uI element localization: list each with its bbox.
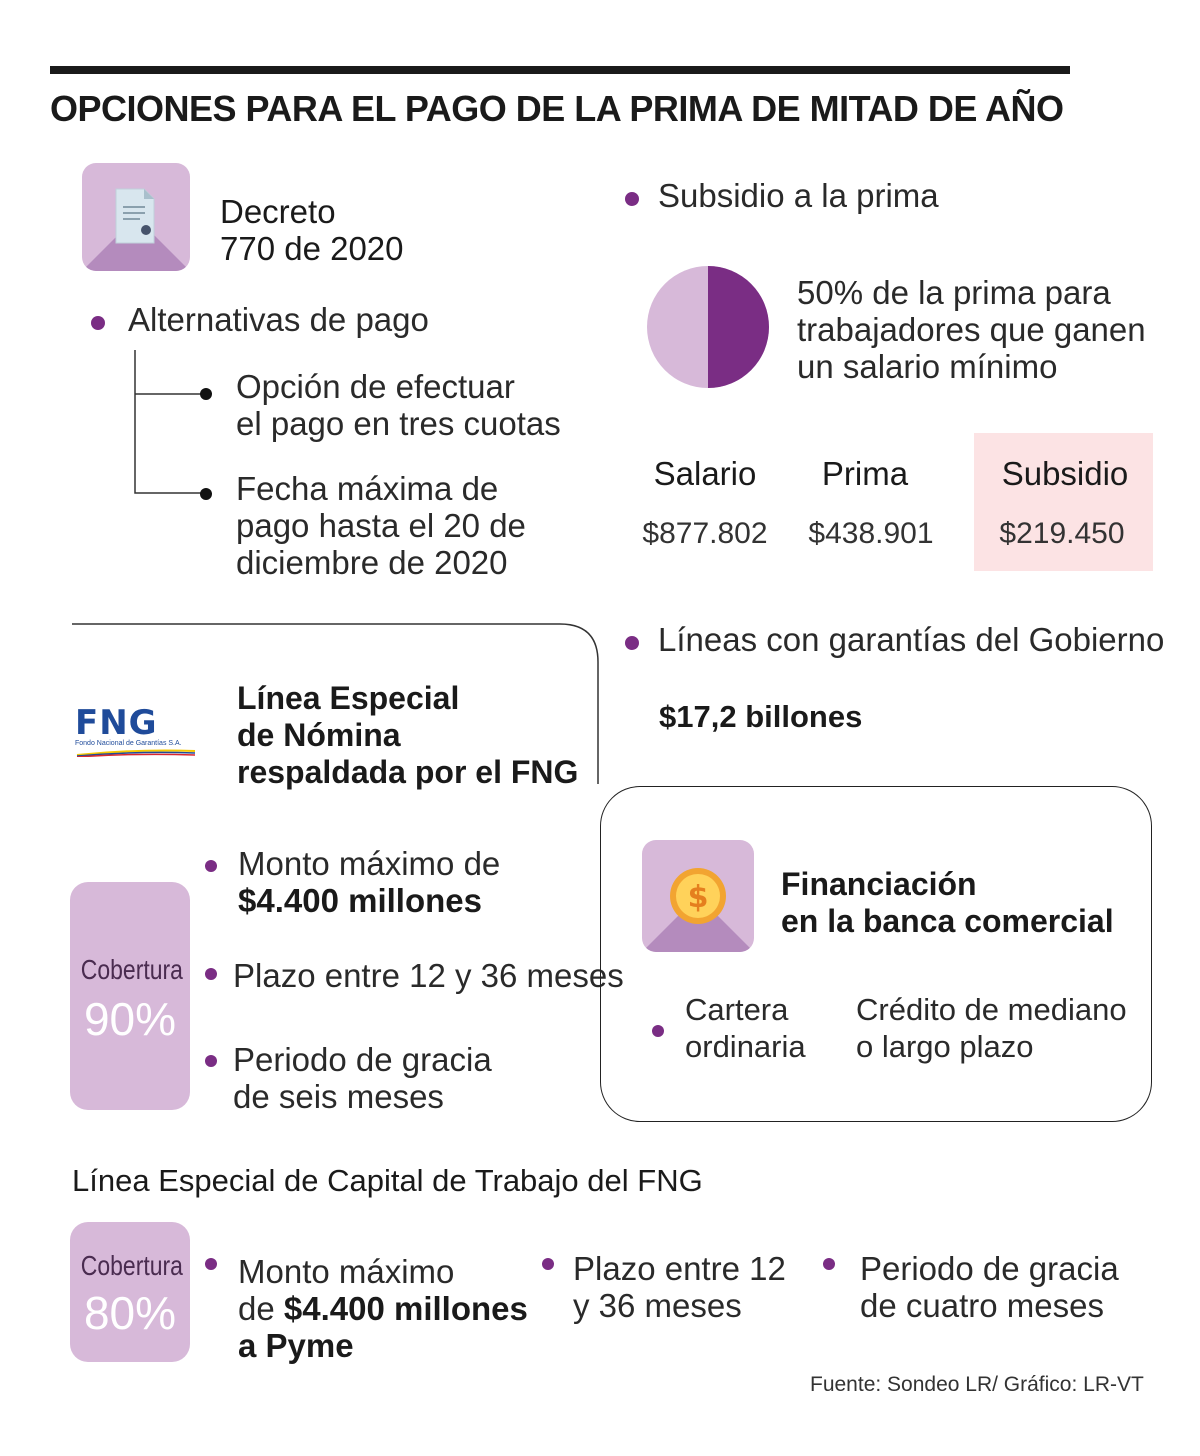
alternativas-label: Alternativas de pago <box>128 301 429 338</box>
bullet-dot <box>205 860 217 872</box>
table-value-subsidio: $219.450 <box>999 517 1125 550</box>
garantias-label: Líneas con garantías del Gobierno <box>658 621 1165 658</box>
flag-swoosh <box>76 749 196 757</box>
bullet-dot <box>625 636 639 650</box>
bullet-dot <box>200 388 212 400</box>
option-cuotas: Opción de efectuar el pago en tres cuota… <box>236 368 561 442</box>
cobertura-90-box: Cobertura 90% <box>70 882 190 1110</box>
top-rule <box>50 66 1070 74</box>
table-header-prima: Prima <box>821 455 909 492</box>
bullet-dot <box>652 1025 664 1037</box>
bullet-dot <box>625 192 639 206</box>
coin-icon: $ <box>670 868 726 924</box>
fng-nomina-title: Línea Especial de Nómina respaldada por … <box>237 680 579 790</box>
bullet-dot <box>823 1258 835 1270</box>
svg-text:$: $ <box>688 880 709 915</box>
coin-icon-tile: $ <box>642 840 754 952</box>
subsidio-label: Subsidio a la prima <box>658 177 939 214</box>
capital-plazo: Plazo entre 12 y 36 meses <box>573 1250 786 1324</box>
bullet-dot <box>205 1258 217 1270</box>
pie-subsidy-slice <box>708 266 769 388</box>
source-credit: Fuente: Sondeo LR/ Gráfico: LR-VT <box>810 1373 1144 1396</box>
banca-comercial-box <box>600 786 1152 1122</box>
fng-logo: FNG Fondo Nacional de Garantías S.A. <box>75 706 200 763</box>
section-frame-line <box>72 623 599 784</box>
plazo-nomina: Plazo entre 12 y 36 meses <box>233 957 624 994</box>
page-title: OPCIONES PARA EL PAGO DE LA PRIMA DE MIT… <box>50 88 1064 129</box>
table-header-salario: Salario <box>653 455 757 492</box>
subsidio-highlight <box>974 433 1153 571</box>
credito-plazo: Crédito de mediano o largo plazo <box>856 992 1127 1064</box>
option-fecha: Fecha máxima de pago hasta el 20 de dici… <box>236 470 526 581</box>
table-value-salario: $877.802 <box>642 517 768 550</box>
capital-gracia: Periodo de gracia de cuatro meses <box>860 1250 1119 1324</box>
subsidy-pie-chart <box>647 266 769 388</box>
document-icon-tile <box>82 163 190 271</box>
banca-title: Financiación en la banca comercial <box>781 866 1114 939</box>
tree-connector <box>134 350 206 494</box>
cartera-ordinaria: Cartera ordinaria <box>685 992 806 1064</box>
gracia-nomina: Periodo de gracia de seis meses <box>233 1041 492 1115</box>
garantias-amount: $17,2 billones <box>659 699 863 734</box>
subsidio-description: 50% de la prima para trabajadores que ga… <box>797 274 1146 385</box>
bullet-dot <box>91 316 105 330</box>
cobertura-80-box: Cobertura 80% <box>70 1222 190 1362</box>
table-header-subsidio: Subsidio <box>1001 455 1129 492</box>
decreto-title: Decreto 770 de 2020 <box>220 193 404 267</box>
bullet-dot <box>542 1258 554 1270</box>
capital-monto: Monto máximo de $4.400 millones a Pyme <box>238 1253 528 1364</box>
table-value-prima: $438.901 <box>808 517 934 550</box>
capital-title: Línea Especial de Capital de Trabajo del… <box>72 1163 703 1198</box>
bullet-dot <box>205 1055 217 1067</box>
monto-maximo: Monto máximo de $4.400 millones <box>238 845 501 919</box>
document-icon <box>115 188 155 244</box>
bullet-dot <box>200 488 212 500</box>
bullet-dot <box>205 968 217 980</box>
